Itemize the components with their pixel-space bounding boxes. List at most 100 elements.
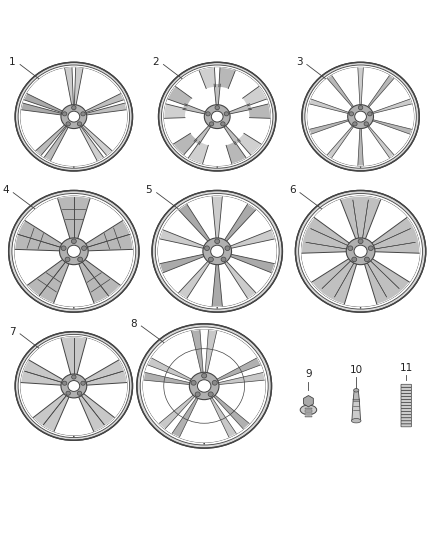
Text: 8: 8 [130,319,137,329]
Polygon shape [79,260,120,303]
Ellipse shape [221,257,226,262]
Ellipse shape [215,106,219,110]
Polygon shape [188,142,208,164]
Ellipse shape [143,329,265,442]
Polygon shape [212,264,223,306]
Polygon shape [74,68,83,105]
Polygon shape [310,99,350,114]
Ellipse shape [215,239,220,244]
Text: 9: 9 [305,369,312,379]
Text: 10: 10 [350,365,363,375]
Polygon shape [340,197,381,239]
Polygon shape [144,373,190,384]
Ellipse shape [212,381,217,385]
Polygon shape [219,68,235,88]
Ellipse shape [348,246,353,251]
Ellipse shape [12,193,136,309]
FancyBboxPatch shape [401,393,411,397]
Polygon shape [179,261,210,298]
Ellipse shape [299,193,423,309]
Polygon shape [302,217,349,253]
Polygon shape [173,133,197,155]
Polygon shape [371,99,412,114]
Ellipse shape [73,307,74,309]
Ellipse shape [358,106,363,110]
Ellipse shape [77,391,82,395]
Ellipse shape [208,392,213,397]
Polygon shape [358,127,364,165]
Ellipse shape [62,112,67,116]
Ellipse shape [351,418,361,423]
Polygon shape [327,76,354,108]
Polygon shape [172,398,198,437]
Ellipse shape [60,238,88,265]
Polygon shape [224,126,240,144]
FancyBboxPatch shape [401,402,411,406]
Polygon shape [85,360,127,385]
Polygon shape [168,86,192,106]
FancyBboxPatch shape [401,411,411,415]
Ellipse shape [15,62,132,171]
Ellipse shape [61,374,87,398]
Ellipse shape [205,246,209,251]
Polygon shape [61,337,87,374]
Ellipse shape [355,111,367,122]
Ellipse shape [66,122,71,126]
FancyBboxPatch shape [401,418,411,421]
Ellipse shape [305,65,416,168]
FancyBboxPatch shape [305,410,312,412]
Ellipse shape [224,112,229,116]
Ellipse shape [208,257,213,262]
Ellipse shape [71,239,76,244]
Polygon shape [183,104,205,114]
Polygon shape [82,125,112,155]
Polygon shape [24,94,63,112]
Polygon shape [304,395,313,407]
Polygon shape [364,259,409,304]
Ellipse shape [206,112,210,116]
Ellipse shape [137,324,272,448]
Ellipse shape [346,238,375,265]
Polygon shape [28,260,69,303]
Text: 3: 3 [296,58,302,67]
FancyBboxPatch shape [305,416,312,417]
Ellipse shape [77,122,82,126]
Ellipse shape [81,246,87,251]
Ellipse shape [162,65,273,168]
Ellipse shape [67,245,80,257]
Polygon shape [237,133,261,155]
Polygon shape [148,358,191,381]
Polygon shape [353,391,359,400]
Ellipse shape [307,67,414,166]
Ellipse shape [198,380,211,392]
Ellipse shape [358,239,363,244]
FancyBboxPatch shape [401,384,411,387]
Ellipse shape [61,246,66,251]
Polygon shape [358,68,364,106]
Polygon shape [226,142,246,164]
Ellipse shape [204,104,230,128]
Ellipse shape [353,122,357,126]
Polygon shape [205,330,217,373]
Polygon shape [214,84,220,104]
Ellipse shape [203,238,232,265]
Ellipse shape [209,122,214,126]
Polygon shape [65,68,74,105]
Polygon shape [372,217,419,253]
Ellipse shape [353,389,359,392]
Polygon shape [225,204,256,241]
Polygon shape [85,94,124,112]
Polygon shape [367,76,394,108]
Polygon shape [191,330,203,373]
Polygon shape [58,197,90,238]
Polygon shape [371,119,412,134]
FancyBboxPatch shape [401,400,411,402]
Ellipse shape [155,193,279,309]
Polygon shape [86,221,132,251]
Ellipse shape [201,373,207,378]
FancyBboxPatch shape [401,421,411,424]
Polygon shape [243,86,266,106]
Text: 6: 6 [289,185,296,196]
Polygon shape [225,261,256,298]
Polygon shape [199,68,215,88]
